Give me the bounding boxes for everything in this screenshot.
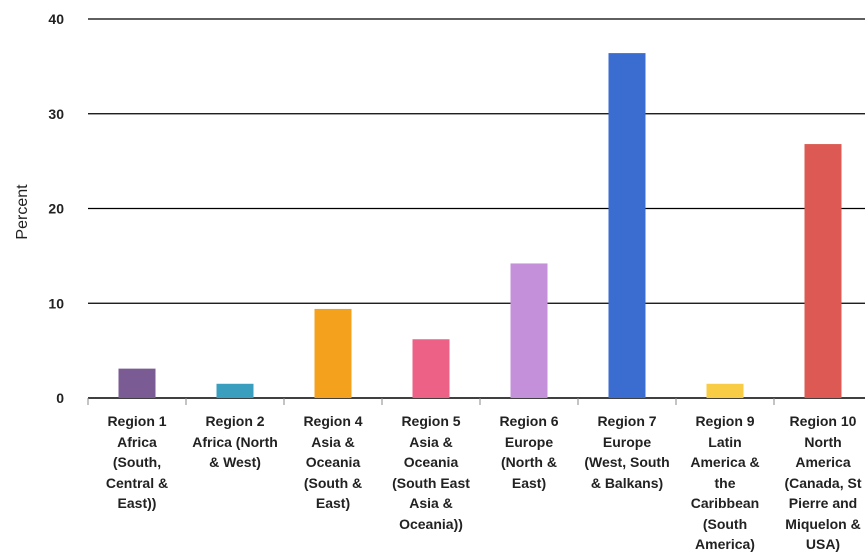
bar <box>412 339 450 398</box>
bar <box>216 383 254 398</box>
y-tick-label: 40 <box>48 11 64 27</box>
x-tick-label: Region 4 Asia & Oceania (South & East) <box>303 413 363 511</box>
x-tick-label: Region 6 Europe (North & East) <box>499 413 559 491</box>
y-tick-label: 0 <box>56 390 64 406</box>
x-tick-label: Region 7 Europe (West, South & Balkans) <box>584 413 670 491</box>
bar <box>510 263 548 398</box>
x-tick-label: Region 5 Asia & Oceania (South East Asia… <box>392 413 470 532</box>
y-axis-label: Percent <box>14 184 31 240</box>
y-tick-label: 30 <box>48 106 64 122</box>
y-tick-label: 20 <box>48 201 64 217</box>
bar <box>804 144 842 398</box>
x-tick-label: Region 2 Africa (North & West) <box>192 413 278 470</box>
y-tick-label: 10 <box>48 295 64 311</box>
x-tick-label: Region 10 North America (Canada, St Pier… <box>784 413 862 552</box>
x-tick-label: Region 1 Africa (South, Central & East)) <box>105 413 169 511</box>
bar <box>118 368 156 398</box>
bar <box>608 53 646 399</box>
y-axis-ticks: 0 10 20 30 40 <box>48 11 64 406</box>
bar <box>314 308 352 398</box>
bars <box>118 53 842 399</box>
gridlines <box>87 18 865 405</box>
x-tick-label: Region 9 Latin America & the Caribbean (… <box>690 413 760 552</box>
bar <box>706 383 744 398</box>
